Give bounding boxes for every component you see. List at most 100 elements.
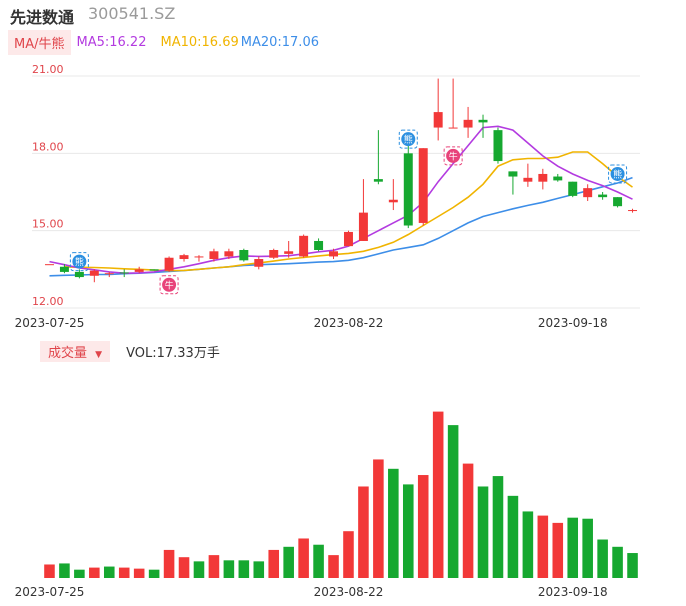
candle-body	[433, 112, 443, 128]
volume-bar	[627, 553, 638, 578]
candle-body	[583, 188, 593, 198]
candle-body	[179, 255, 189, 260]
volume-bar	[358, 486, 369, 578]
candle-body	[149, 269, 159, 271]
volume-bar	[462, 463, 474, 578]
candle-body	[418, 148, 428, 223]
volume-bar	[582, 518, 593, 578]
candle-body	[598, 194, 608, 198]
price-date-label: 2023-09-18	[538, 316, 608, 330]
volume-bar	[44, 564, 55, 578]
bull-badge-frame	[443, 146, 463, 166]
ma10-line	[64, 151, 633, 272]
bull-badge-icon	[446, 148, 461, 163]
volume-bar	[373, 459, 384, 578]
price-tick-label: 21.00	[32, 63, 64, 76]
volume-indicator-label: 成交量	[48, 345, 88, 361]
volume-bar	[178, 557, 190, 578]
candle-body	[463, 119, 473, 128]
volume-bar	[298, 538, 309, 578]
ma20-value: MA20:17.06	[240, 34, 319, 50]
volume-bar	[402, 484, 414, 578]
volume-bar	[343, 531, 354, 578]
candle-body	[478, 119, 488, 123]
volume-bar	[238, 560, 250, 578]
ma5-value: MA5:16.22	[76, 34, 147, 50]
volume-bar	[552, 522, 564, 578]
bull-badge-label: 牛	[449, 150, 458, 162]
candle-body	[74, 271, 84, 278]
volume-bar	[432, 411, 444, 578]
candle-body	[239, 250, 249, 261]
volume-bar	[313, 544, 324, 578]
candle-body	[613, 197, 623, 207]
bear-badge-label: 熊	[404, 134, 413, 146]
volume-value: VOL:17.33万手	[126, 345, 220, 361]
candle-body	[373, 179, 383, 182]
candle-body	[89, 270, 99, 276]
price-date-label: 2023-07-25	[15, 316, 85, 330]
candle-body	[44, 264, 54, 266]
candle-body	[269, 250, 279, 258]
candle-body	[104, 273, 114, 275]
volume-bar	[268, 549, 280, 578]
candle-body	[329, 251, 339, 257]
candle-body	[523, 177, 533, 182]
volume-bar	[492, 476, 504, 578]
bull-badge-frame	[159, 275, 179, 295]
candle-body	[209, 251, 219, 260]
candle-body	[388, 199, 398, 203]
volume-bar	[417, 475, 429, 578]
volume-bar	[283, 546, 294, 578]
candle-body	[254, 259, 264, 267]
price-tick-label: 15.00	[32, 218, 64, 231]
bear-badge-frame	[608, 164, 628, 184]
bull-badge-label: 牛	[165, 279, 174, 291]
price-tick-label: 18.00	[32, 140, 64, 153]
ma-legend: MA/牛熊 MA5:16.22 MA10:16.69 MA20:17.06	[8, 29, 319, 55]
candle-body	[194, 256, 204, 258]
candle-body	[134, 269, 144, 272]
candle-body	[508, 171, 518, 177]
volume-date-label: 2023-07-25	[15, 585, 85, 599]
volume-legend: 成交量 ▼ VOL:17.33万手	[40, 340, 220, 362]
stock-name: 先进数通	[10, 8, 75, 27]
ma-indicator-toggle[interactable]: MA/牛熊	[8, 29, 71, 55]
bear-badge-label: 熊	[613, 168, 622, 180]
ma20-line	[49, 176, 633, 277]
volume-bar	[447, 425, 459, 578]
volume-indicator-dropdown[interactable]: 成交量 ▼	[40, 340, 111, 362]
volume-bar	[597, 539, 608, 578]
volume-bar	[537, 515, 549, 578]
candle-body	[164, 257, 174, 271]
candle-body	[343, 231, 353, 247]
bull-badge-icon	[162, 277, 177, 292]
candle-body	[224, 251, 234, 257]
volume-bar	[74, 569, 85, 578]
volume-bar	[612, 546, 623, 578]
volume-bar	[118, 567, 130, 578]
volume-bar	[507, 495, 519, 578]
candle-body	[59, 266, 69, 272]
volume-date-label: 2023-08-22	[314, 585, 384, 599]
bear-badge-label: 熊	[75, 256, 84, 268]
bear-badge-frame	[398, 129, 418, 149]
volume-bar	[89, 567, 100, 578]
candle-body	[119, 272, 129, 274]
candle-body	[538, 173, 548, 182]
bear-badge-icon	[401, 132, 416, 147]
volume-bar	[522, 511, 534, 578]
candle-body	[568, 181, 578, 196]
volume-bar	[208, 555, 220, 578]
volume-date-label: 2023-09-18	[538, 585, 608, 599]
volume-bar	[148, 569, 160, 578]
volume-bar	[193, 561, 205, 578]
price-tick-label: 12.00	[32, 295, 64, 308]
price-date-label: 2023-08-22	[314, 316, 384, 330]
candle-body	[403, 153, 413, 226]
bear-badge-frame	[69, 252, 89, 272]
candle-body	[358, 212, 368, 241]
chevron-down-icon: ▼	[95, 349, 103, 360]
volume-bar	[59, 563, 70, 578]
